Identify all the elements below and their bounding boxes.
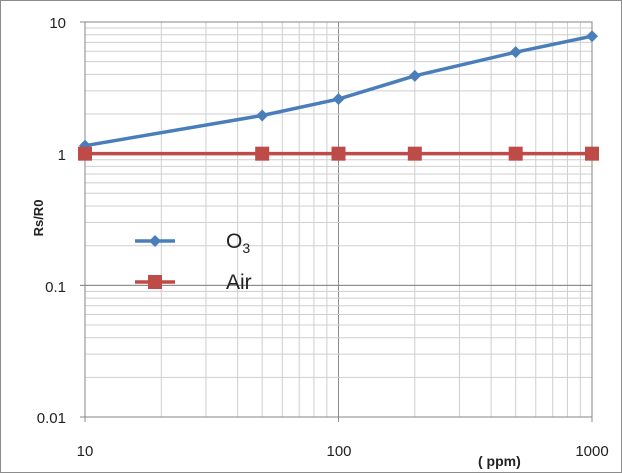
y-tick-label: 0.1 — [45, 279, 66, 296]
grid-lines — [80, 21, 593, 422]
data-point-o3 — [408, 69, 421, 82]
data-point-air — [585, 146, 599, 161]
y-tick-labels: 10 1 0.1 0.01 — [37, 15, 66, 427]
x-axis-label: ( ppm) — [478, 453, 521, 469]
legend-label-o3: O3 — [226, 230, 250, 256]
x-tick-labels: 10 100 1000 — [77, 443, 609, 460]
x-tick-label: 1000 — [575, 443, 608, 460]
legend-marker-o3 — [149, 235, 161, 247]
y-tick-label: 10 — [49, 15, 66, 32]
x-tick-label: 100 — [326, 443, 351, 460]
legend-label-air: Air — [226, 271, 252, 294]
data-point-o3 — [586, 30, 598, 43]
y-tick-label: 0.01 — [37, 410, 66, 427]
data-point-air — [78, 146, 92, 161]
data-point-air — [331, 146, 346, 161]
y-tick-label: 1 — [58, 147, 66, 164]
x-tick-label: 10 — [77, 443, 94, 460]
series-line-o3 — [84, 34, 593, 148]
legend: O3 Air — [135, 230, 252, 294]
plot-area-border — [84, 21, 593, 418]
legend-marker-air — [148, 275, 162, 289]
data-point-o3 — [332, 93, 345, 106]
data-point-air — [508, 146, 523, 161]
data-point-air — [255, 146, 270, 161]
data-point-air — [407, 146, 422, 161]
data-point-o3 — [509, 46, 522, 59]
y-axis-label: Rs/R0 — [31, 200, 46, 237]
data-point-o3 — [256, 109, 269, 122]
series-layer — [78, 30, 599, 161]
